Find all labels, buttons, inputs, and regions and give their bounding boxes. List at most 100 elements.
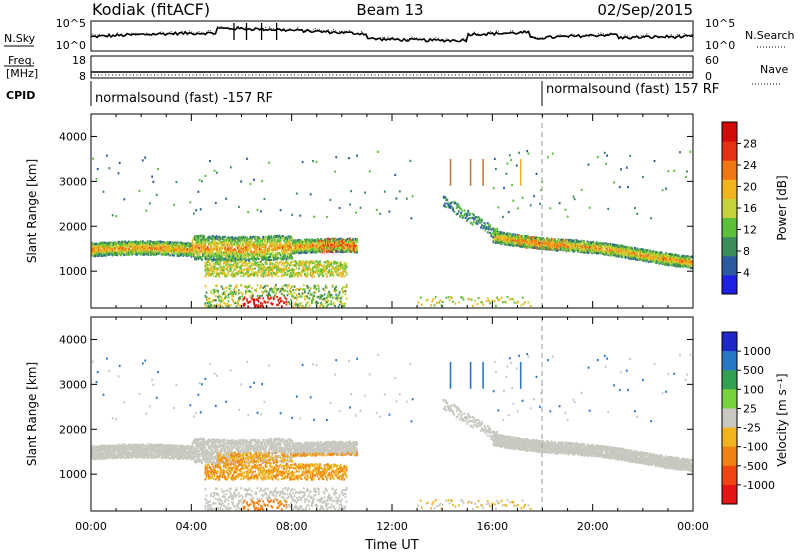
power-cell xyxy=(248,289,251,293)
power-cell xyxy=(495,234,497,237)
power-cell xyxy=(246,263,248,266)
power-cell xyxy=(285,265,288,268)
power-cell xyxy=(245,250,247,253)
power-cell xyxy=(154,243,157,246)
power-cell xyxy=(313,246,316,249)
power-cell xyxy=(293,285,296,288)
power-cell xyxy=(198,179,201,182)
power-cell xyxy=(195,245,197,248)
power-cell xyxy=(240,246,243,249)
power-cell xyxy=(306,275,309,278)
power-cell xyxy=(212,269,215,272)
power-cell xyxy=(355,246,357,250)
power-cell xyxy=(315,264,318,267)
power-cell xyxy=(111,248,114,251)
power-cell xyxy=(191,242,194,245)
power-cell xyxy=(229,166,232,169)
power-cell xyxy=(133,251,136,255)
power-cell xyxy=(217,256,219,259)
power-cell xyxy=(254,247,256,250)
power-cell xyxy=(137,244,140,247)
power-cell xyxy=(279,242,282,245)
power-cell xyxy=(456,205,459,209)
power-cell xyxy=(345,250,348,253)
power-cell xyxy=(505,232,508,236)
power-cell xyxy=(284,237,287,241)
power-cell xyxy=(246,270,248,273)
power-cell xyxy=(291,295,294,298)
power-cell xyxy=(293,252,296,255)
nsky-line xyxy=(91,26,694,43)
power-cell xyxy=(298,244,300,247)
power-cell xyxy=(350,190,353,193)
power-cell xyxy=(210,254,212,257)
power-cell xyxy=(452,209,454,212)
power-cell xyxy=(93,253,96,256)
power-cell xyxy=(496,296,498,299)
power-cell xyxy=(246,267,248,270)
power-cell xyxy=(128,241,130,244)
power-cell xyxy=(490,234,493,237)
power-cell xyxy=(321,251,324,254)
power-cell xyxy=(169,248,172,251)
power-cell xyxy=(123,198,126,201)
power-cell xyxy=(133,246,136,249)
power-cell xyxy=(269,261,272,264)
power-cell xyxy=(246,252,248,255)
power-cell xyxy=(115,253,118,256)
power-cell xyxy=(92,245,94,248)
power-cell xyxy=(250,239,253,242)
power-cell xyxy=(236,257,239,260)
power-cell xyxy=(305,303,307,306)
power-cell xyxy=(141,246,144,249)
power-cell xyxy=(168,247,171,250)
power-cell xyxy=(309,287,312,290)
power-cell xyxy=(334,243,336,247)
power-cell xyxy=(228,250,231,253)
power-cell xyxy=(262,267,265,270)
power-cell xyxy=(110,247,113,250)
power-cell xyxy=(160,246,163,249)
power-cell xyxy=(301,288,304,291)
power-cell xyxy=(308,297,311,300)
power-cell xyxy=(304,242,306,245)
power-cell xyxy=(294,252,297,255)
power-cell xyxy=(219,305,222,308)
power-cell xyxy=(307,261,310,264)
power-cell xyxy=(207,242,210,245)
power-cell xyxy=(452,300,454,303)
power-cell xyxy=(188,253,190,256)
power-cell xyxy=(204,251,207,254)
power-cell xyxy=(298,292,300,295)
power-cell xyxy=(338,246,341,249)
power-cell xyxy=(241,269,244,273)
power-cell xyxy=(114,246,116,249)
power-cell xyxy=(221,253,224,256)
power-cell xyxy=(92,253,94,256)
power-cell xyxy=(147,246,150,249)
power-cell xyxy=(116,242,119,245)
power-cell xyxy=(198,235,201,238)
power-cell xyxy=(323,247,326,250)
power-cell xyxy=(341,241,343,244)
power-cell xyxy=(316,248,319,251)
power-cell xyxy=(258,295,261,298)
power-cell xyxy=(227,242,230,245)
power-cell xyxy=(305,265,307,268)
power-cell xyxy=(339,271,342,274)
power-cell xyxy=(154,244,157,247)
power-cell xyxy=(305,249,307,252)
power-cell xyxy=(199,234,202,237)
power-cell xyxy=(337,265,340,268)
power-cell xyxy=(328,238,331,241)
power-cell xyxy=(280,249,283,252)
power-cell xyxy=(326,246,328,249)
power-cell xyxy=(161,249,164,252)
power-cell xyxy=(287,284,290,287)
power-cell xyxy=(246,236,248,239)
power-cell xyxy=(223,244,225,247)
power-cell xyxy=(111,241,114,244)
power-cell xyxy=(182,242,185,245)
power-cell xyxy=(216,272,218,275)
power-cell xyxy=(220,285,223,288)
